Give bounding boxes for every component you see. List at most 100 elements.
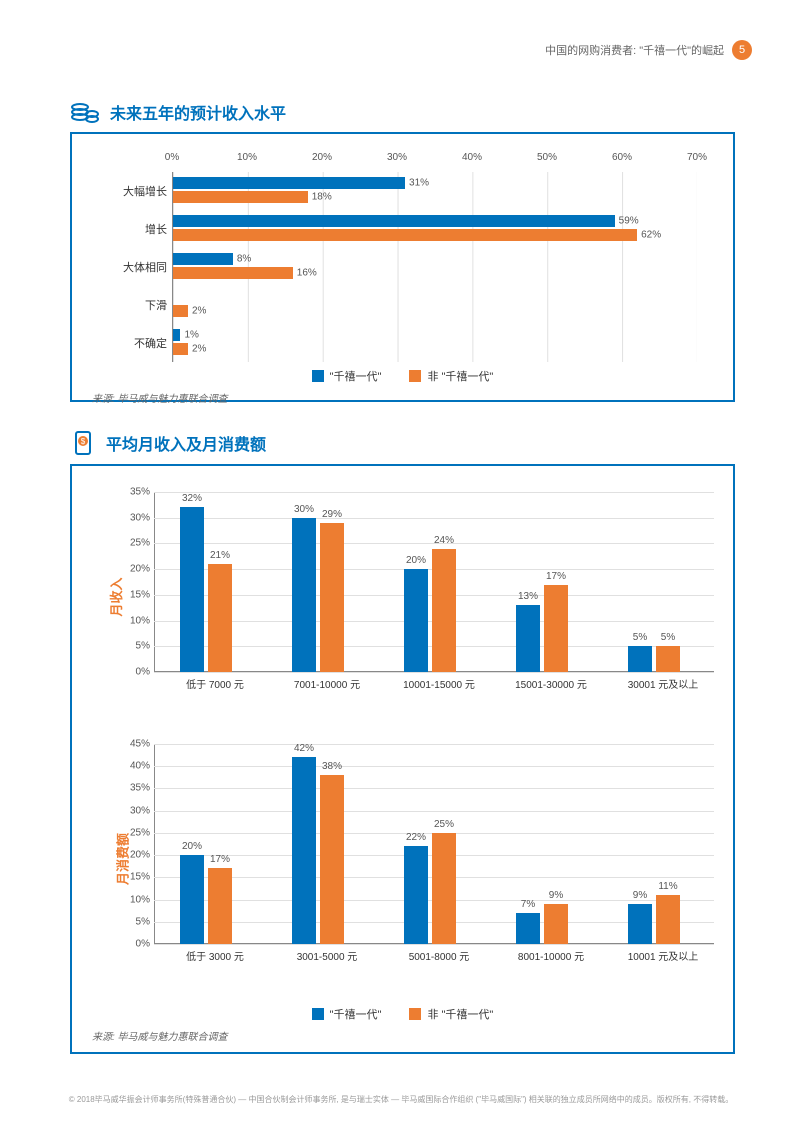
xaxis-tick: 0% [165,152,179,163]
legend-item: "千禧一代" [312,368,382,384]
legend-label: 非 "千禧一代" [427,368,493,384]
page-header: 中国的网购消费者: "千禧一代"的崛起 5 [545,40,752,60]
vbar-value-label: 17% [544,571,568,582]
vbar-value-label: 11% [656,881,680,892]
hbar: 62% [173,229,637,241]
vbar-value-label: 5% [656,632,680,643]
hbar-category-label: 不确定 [89,335,167,351]
page-number-badge: 5 [732,40,752,60]
legend-swatch-orange [409,1008,421,1020]
hbar: 2% [173,305,188,317]
xaxis-category-label: 3001-5000 元 [267,948,387,963]
vbar-value-label: 25% [432,819,456,830]
sub1-plot: 0%5%10%15%20%25%30%35%32%21%低于 7000 元30%… [154,492,714,672]
vbar-value-label: 20% [180,841,204,852]
vbar: 30% [292,518,316,672]
yaxis-tick: 30% [118,805,150,816]
yaxis-tick: 40% [118,761,150,772]
hbar-row: 下滑2% [173,286,697,324]
coins-icon [70,100,100,124]
vbar: 38% [320,775,344,944]
vbar: 22% [404,846,428,944]
yaxis-tick: 20% [118,564,150,575]
hbar-category-label: 增长 [89,221,167,237]
vbar-value-label: 13% [516,591,540,602]
vbar: 5% [656,646,680,672]
section-income-spending: $ 平均月收入及月消费额 月收入 0%5%10%15%20%25%30%35%3… [70,430,735,1054]
gridline [154,766,714,767]
xaxis-tick: 20% [312,152,332,163]
gridline [154,944,714,945]
vbar: 7% [516,913,540,944]
hbar-category-label: 大体相同 [89,259,167,275]
hbar-row: 增长59%62% [173,210,697,248]
gridline [154,518,714,519]
xaxis-tick: 10% [237,152,257,163]
vbar: 5% [628,646,652,672]
yaxis-tick: 30% [118,512,150,523]
hbar-row: 不确定1%2% [173,324,697,362]
chart2-source: 来源: 毕马威与魅力惠联合调查 [92,1028,713,1043]
chart1-plot: 大幅增长31%18%增长59%62%大体相同8%16%下滑2%不确定1%2% [172,172,697,362]
vbar-value-label: 38% [320,761,344,772]
svg-text:$: $ [81,437,86,446]
chart1-legend: "千禧一代" 非 "千禧一代" [92,368,713,384]
legend-swatch-blue [312,370,324,382]
subchart-income: 月收入 0%5%10%15%20%25%30%35%32%21%低于 7000 … [116,492,713,702]
hbar-value-label: 1% [184,330,198,341]
xaxis-tick: 50% [537,152,557,163]
hbar: 1% [173,329,180,341]
gridline [154,672,714,673]
vbar: 17% [544,585,568,672]
vbar-value-label: 9% [628,890,652,901]
legend-swatch-orange [409,370,421,382]
vbar: 17% [208,868,232,944]
xaxis-category-label: 15001-30000 元 [491,676,611,691]
xaxis-category-label: 10001-15000 元 [379,676,499,691]
vbar-value-label: 32% [180,493,204,504]
yaxis-tick: 0% [118,667,150,678]
hbar: 16% [173,267,293,279]
vbar-value-label: 5% [628,632,652,643]
hbar: 2% [173,343,188,355]
vbar: 9% [628,904,652,944]
hbar: 59% [173,215,615,227]
xaxis-category-label: 5001-8000 元 [379,948,499,963]
legend-swatch-blue [312,1008,324,1020]
hbar-value-label: 8% [237,254,251,265]
legend-item: 非 "千禧一代" [409,1006,493,1022]
copyright-footer: © 2018毕马威华振会计师事务所(特殊普通合伙) — 中国合伙制会计师事务所,… [50,1094,752,1105]
legend-item: 非 "千禧一代" [409,368,493,384]
yaxis-tick: 5% [118,641,150,652]
vbar-value-label: 21% [208,550,232,561]
xaxis-category-label: 7001-10000 元 [267,676,387,691]
yaxis-line [154,744,155,944]
chart1-title: 未来五年的预计收入水平 [110,100,286,124]
yaxis-tick: 15% [118,872,150,883]
vbar-value-label: 30% [292,504,316,515]
vbar-value-label: 24% [432,535,456,546]
chart1-container: 0%10%20%30%40%50%60%70% 大幅增长31%18%增长59%6… [70,132,735,402]
vbar: 20% [180,855,204,944]
xaxis-category-label: 30001 元及以上 [603,676,723,691]
vbar: 25% [432,833,456,944]
vbar-value-label: 20% [404,555,428,566]
hbar-category-label: 大幅增长 [89,183,167,199]
yaxis-tick: 10% [118,894,150,905]
xaxis-category-label: 10001 元及以上 [603,948,723,963]
xaxis-tick: 30% [387,152,407,163]
chart2-legend: "千禧一代" 非 "千禧一代" [92,1006,713,1022]
legend-item: "千禧一代" [312,1006,382,1022]
yaxis-tick: 45% [118,739,150,750]
legend-label: 非 "千禧一代" [427,1006,493,1022]
hbar: 31% [173,177,405,189]
vbar: 13% [516,605,540,672]
xaxis-tick: 70% [687,152,707,163]
vbar: 24% [432,549,456,672]
hbar-value-label: 62% [641,230,661,241]
yaxis-line [154,492,155,672]
vbar-value-label: 9% [544,890,568,901]
xaxis-tick: 60% [612,152,632,163]
xaxis-tick: 40% [462,152,482,163]
legend-label: "千禧一代" [330,368,382,384]
